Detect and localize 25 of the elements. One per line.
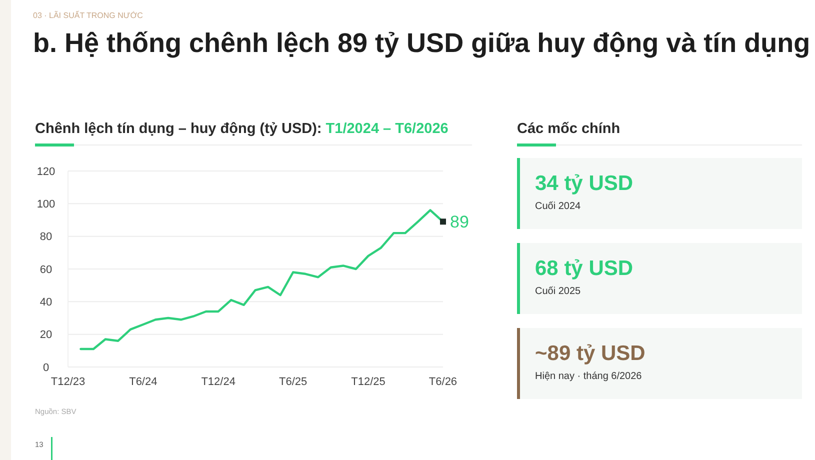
x-tick-label: T6/25 (279, 376, 308, 388)
x-tick-label: T12/23 (50, 376, 86, 388)
chart-subtitle: T1/2024 – T6/2026 (322, 121, 448, 137)
x-tick-label: T6/24 (129, 376, 158, 388)
text: b. Hệ thống chênh lệch 89 tỷ USD giữa huy động và tín dụng (33, 28, 810, 58)
y-tick-label: 20 (40, 329, 52, 342)
text: ~89 tỷ USD (535, 342, 646, 365)
x-tick-label: T6/26 (428, 376, 458, 388)
text: 34 tỷ USD (535, 172, 634, 195)
y-tick-label: 80 (40, 231, 52, 244)
y-tick-label: 120 (36, 166, 56, 178)
y-tick-label: 40 (40, 296, 52, 309)
text: Hiện nay · tháng 6/2026 (535, 371, 642, 382)
text: Cuối 2024 (535, 201, 582, 212)
text: Các mốc chính (517, 121, 620, 137)
x-tick-label: T12/24 (201, 376, 236, 388)
text: 03 · LÃI SUẤT TRONG NƯỚC (33, 10, 144, 20)
x-tick-label: T12/25 (351, 376, 386, 388)
data-label: 89 (450, 212, 469, 232)
y-tick-label: 0 (42, 362, 50, 374)
chart-title: Chênh lệch tín dụng – huy động (tỷ USD): (35, 121, 322, 137)
y-tick-label: 100 (36, 198, 56, 211)
text: Cuối 2025 (535, 286, 582, 297)
text: 68 tỷ USD (535, 257, 634, 280)
y-tick-label: 60 (40, 264, 52, 276)
